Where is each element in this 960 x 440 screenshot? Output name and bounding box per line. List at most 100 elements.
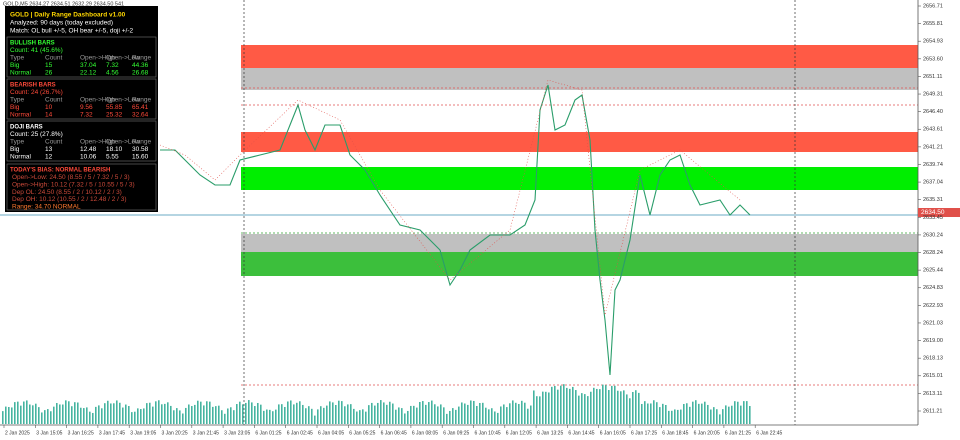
- volume-bar: [401, 408, 403, 424]
- volume-bar: [455, 409, 457, 424]
- volume-bar: [599, 389, 601, 424]
- price-label: 2637.04: [923, 180, 943, 186]
- volume-bar: [512, 400, 514, 424]
- volume-bar: [671, 410, 673, 424]
- volume-bar: [566, 387, 568, 424]
- table-cell: 15: [45, 62, 53, 69]
- price-label: 2633.45: [923, 215, 943, 221]
- price-label: 2643.61: [923, 127, 943, 133]
- volume-bar: [329, 401, 331, 424]
- volume-bar: [497, 412, 499, 424]
- table-cell: 10: [45, 104, 53, 111]
- volume-bar: [281, 404, 283, 424]
- volume-bar: [443, 407, 445, 424]
- volume-bar: [503, 404, 505, 424]
- time-label: 6 Jan 17:25: [631, 430, 657, 436]
- volume-bar: [251, 402, 253, 424]
- volume-bar: [200, 401, 202, 424]
- volume-bar: [290, 400, 292, 424]
- volume-bar: [2, 411, 4, 424]
- volume-bar: [740, 405, 742, 424]
- volume-bar: [275, 409, 277, 424]
- volume-bar: [623, 390, 625, 424]
- volume-bar: [188, 404, 190, 424]
- volume-bar: [662, 403, 664, 424]
- price-label: 2618.13: [923, 356, 943, 362]
- volume-bar: [491, 408, 493, 424]
- volume-bar: [644, 401, 646, 424]
- volume-bar: [53, 406, 55, 424]
- table-cell: 26.68: [132, 70, 149, 77]
- volume-bar: [608, 390, 610, 424]
- volume-bar: [278, 404, 280, 424]
- column-header: Count: [45, 97, 63, 104]
- volume-bar: [137, 408, 139, 424]
- volume-bar: [701, 403, 703, 424]
- volume-bar: [710, 409, 712, 424]
- table-cell: 44.36: [132, 62, 149, 69]
- volume-bar: [119, 402, 121, 424]
- volume-bar: [422, 401, 424, 424]
- volume-bar: [458, 406, 460, 424]
- volume-bar: [593, 387, 595, 424]
- volume-bar: [212, 406, 214, 424]
- volume-bar: [383, 402, 385, 424]
- volume-bar: [26, 400, 28, 424]
- volume-bar: [197, 400, 199, 424]
- price-label: 2611.21: [923, 408, 942, 414]
- column-header: Range: [132, 97, 152, 104]
- column-header: Open->Low: [106, 55, 140, 62]
- volume-bar: [182, 413, 184, 424]
- table-cell: 4.56: [106, 70, 119, 77]
- volume-bar: [257, 402, 259, 424]
- volume-bar: [152, 406, 154, 424]
- volume-bar: [89, 411, 91, 424]
- volume-bar: [590, 391, 592, 424]
- volume-bar: [545, 391, 547, 424]
- section-count: Count: 24 (26.7%): [10, 89, 63, 96]
- volume-bar: [215, 406, 217, 424]
- price-label: 2613.11: [923, 391, 942, 397]
- volume-bar: [407, 410, 409, 424]
- section-box: [6, 36, 157, 78]
- volume-bar: [641, 403, 643, 424]
- section-count: Count: 41 (45.6%): [10, 47, 63, 54]
- volume-bar: [677, 409, 679, 424]
- volume-bar: [602, 384, 604, 424]
- column-header: Open->Low: [106, 139, 140, 146]
- volume-bar: [146, 403, 148, 424]
- volume-bar: [107, 400, 109, 424]
- section-box: [6, 78, 157, 120]
- time-label: 3 Jan 19:05: [130, 430, 156, 436]
- volume-bar: [587, 396, 589, 424]
- volume-bar: [725, 405, 727, 424]
- section-box: [6, 120, 157, 162]
- volume-bar: [560, 385, 562, 424]
- volume-bar: [722, 409, 724, 424]
- volume-bar: [233, 410, 235, 424]
- volume-bar: [341, 401, 343, 424]
- volume-bar: [242, 404, 244, 424]
- dashboard: GOLD | Daily Range Dashboard v1.00Analyz…: [6, 12, 157, 210]
- volume-bar: [263, 410, 265, 424]
- volume-bar: [395, 409, 397, 424]
- table-cell: 32.64: [132, 112, 149, 119]
- volume-bar: [578, 395, 580, 424]
- volume-bar: [71, 406, 73, 424]
- volume-bar: [326, 405, 328, 424]
- volume-bar: [68, 401, 70, 424]
- volume-bar: [695, 400, 697, 424]
- bias-line: Open->Low: 24.50 (8.55 / 5 / 7.32 / 5 / …: [12, 174, 130, 181]
- table-cell: 5.55: [106, 154, 119, 161]
- volume-bar: [368, 405, 370, 424]
- volume-bar: [467, 404, 469, 424]
- volume-bar: [47, 409, 49, 424]
- volume-bar: [581, 393, 583, 424]
- price-label: 2651.11: [923, 74, 942, 80]
- column-header: Open->High: [80, 97, 116, 104]
- volume-bar: [317, 409, 319, 424]
- volume-bar: [530, 405, 532, 424]
- table-cell: Big: [10, 62, 20, 69]
- volume-bar: [209, 401, 211, 424]
- volume-bar: [416, 407, 418, 424]
